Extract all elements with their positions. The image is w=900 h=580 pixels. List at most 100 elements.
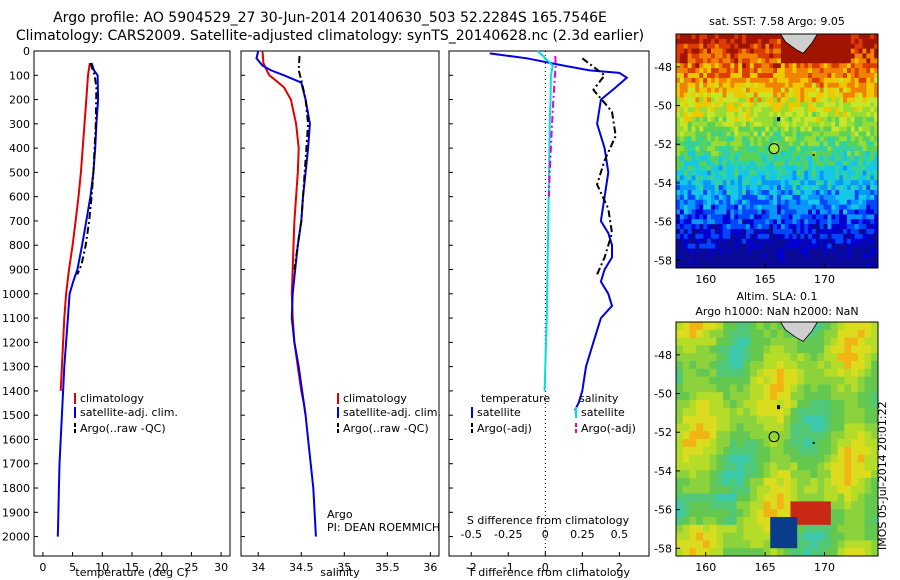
- sst-cell: [757, 121, 762, 128]
- sst-cell: [742, 185, 747, 191]
- sst-cell: [714, 209, 720, 215]
- sst-cell: [734, 243, 739, 249]
- sst-cell: [703, 107, 708, 113]
- sst-cell: [800, 194, 805, 201]
- sst-cell: [691, 77, 696, 84]
- sst-cell: [831, 121, 836, 128]
- sst-cell: [792, 209, 797, 215]
- sla-cell: [851, 400, 859, 409]
- sst-cell: [796, 155, 801, 162]
- sla-cell: [763, 439, 771, 448]
- sla-cell: [777, 353, 785, 362]
- sst-cell: [874, 214, 879, 220]
- sst-cell: [784, 214, 790, 220]
- sst-cell: [749, 253, 755, 259]
- sla-cell: [777, 493, 785, 502]
- sla-cell: [810, 400, 818, 409]
- sst-cell: [761, 253, 766, 259]
- sst-cell: [777, 53, 782, 59]
- sst-cell: [800, 97, 805, 103]
- sla-cell: [709, 322, 717, 331]
- sla-cell: [837, 353, 845, 362]
- sst-cell: [699, 199, 704, 206]
- sla-cell: [871, 478, 879, 487]
- sla-cell: [716, 548, 724, 557]
- sst-cell: [734, 141, 739, 147]
- sla-cell: [871, 368, 879, 377]
- sst-cell: [742, 53, 747, 59]
- sst-cell: [691, 243, 696, 249]
- sst-cell: [710, 73, 716, 79]
- sst-cell: [749, 258, 755, 264]
- sla-cell: [837, 509, 845, 518]
- sst-cell: [870, 194, 875, 201]
- sst-cell: [773, 248, 778, 254]
- sst-cell: [846, 92, 852, 98]
- sst-cell: [730, 160, 735, 167]
- sst-cell: [862, 209, 867, 215]
- sst-cell: [695, 43, 700, 50]
- sst-cell: [796, 102, 801, 108]
- sst-cell: [710, 107, 716, 113]
- sst-cell: [784, 175, 790, 181]
- sst-cell: [707, 126, 712, 132]
- depth-tick-label: 2000: [2, 531, 30, 544]
- sst-cell: [777, 155, 782, 162]
- sst-cell: [738, 58, 743, 64]
- sst-cell: [745, 43, 751, 50]
- sla-cell: [851, 470, 859, 479]
- sst-cell: [777, 112, 782, 118]
- sla-cell: [729, 470, 737, 479]
- sst-cell: [811, 102, 817, 108]
- sst-cell: [699, 97, 704, 103]
- sst-cell: [854, 121, 859, 128]
- sst-cell: [788, 204, 793, 210]
- sst-cell: [761, 116, 766, 123]
- sst-cell: [839, 214, 844, 220]
- sst-cell: [714, 87, 720, 93]
- sla-cell: [716, 509, 724, 518]
- sst-cell: [691, 146, 696, 152]
- sst-cell: [796, 107, 801, 113]
- sst-cell: [835, 43, 840, 50]
- sst-cell: [718, 263, 724, 269]
- sst-cell: [839, 258, 844, 264]
- sst-cell: [835, 112, 840, 118]
- sst-cell: [850, 248, 856, 254]
- sst-cell: [815, 238, 821, 245]
- sla-cell: [803, 485, 812, 494]
- sst-cell: [858, 136, 863, 142]
- sla-cell: [830, 337, 838, 346]
- sst-cell: [819, 263, 825, 269]
- sla-cell: [824, 540, 832, 549]
- sst-cell: [710, 146, 716, 152]
- sst-cell: [769, 224, 774, 230]
- sla-map-title-line2: Argo h1000: NaN h2000: NaN: [695, 305, 858, 318]
- sst-cell: [745, 141, 751, 147]
- sla-cell: [797, 501, 805, 510]
- sst-cell: [874, 243, 879, 249]
- sla-cell: [756, 478, 764, 487]
- sst-cell: [734, 194, 739, 201]
- sla-cell: [777, 462, 785, 471]
- sst-cell: [827, 121, 832, 128]
- sst-cell: [788, 160, 793, 167]
- sst-cell: [800, 248, 805, 254]
- sla-cell: [783, 470, 791, 479]
- sst-cell: [726, 233, 731, 240]
- sst-cell: [874, 160, 879, 167]
- sst-cell: [749, 102, 755, 108]
- sla-cell: [770, 368, 778, 377]
- sst-cell: [850, 116, 856, 123]
- sst-cell: [718, 204, 724, 210]
- sst-cell: [714, 214, 720, 220]
- sla-cell: [756, 540, 764, 549]
- sla-cell: [682, 384, 690, 393]
- sst-cell: [808, 209, 813, 215]
- sla-cell: [743, 493, 751, 502]
- sst-cell: [874, 43, 879, 50]
- sla-cell: [783, 517, 791, 526]
- sst-cell: [707, 63, 712, 69]
- sst-cell: [710, 48, 716, 54]
- sst-cell: [784, 170, 790, 176]
